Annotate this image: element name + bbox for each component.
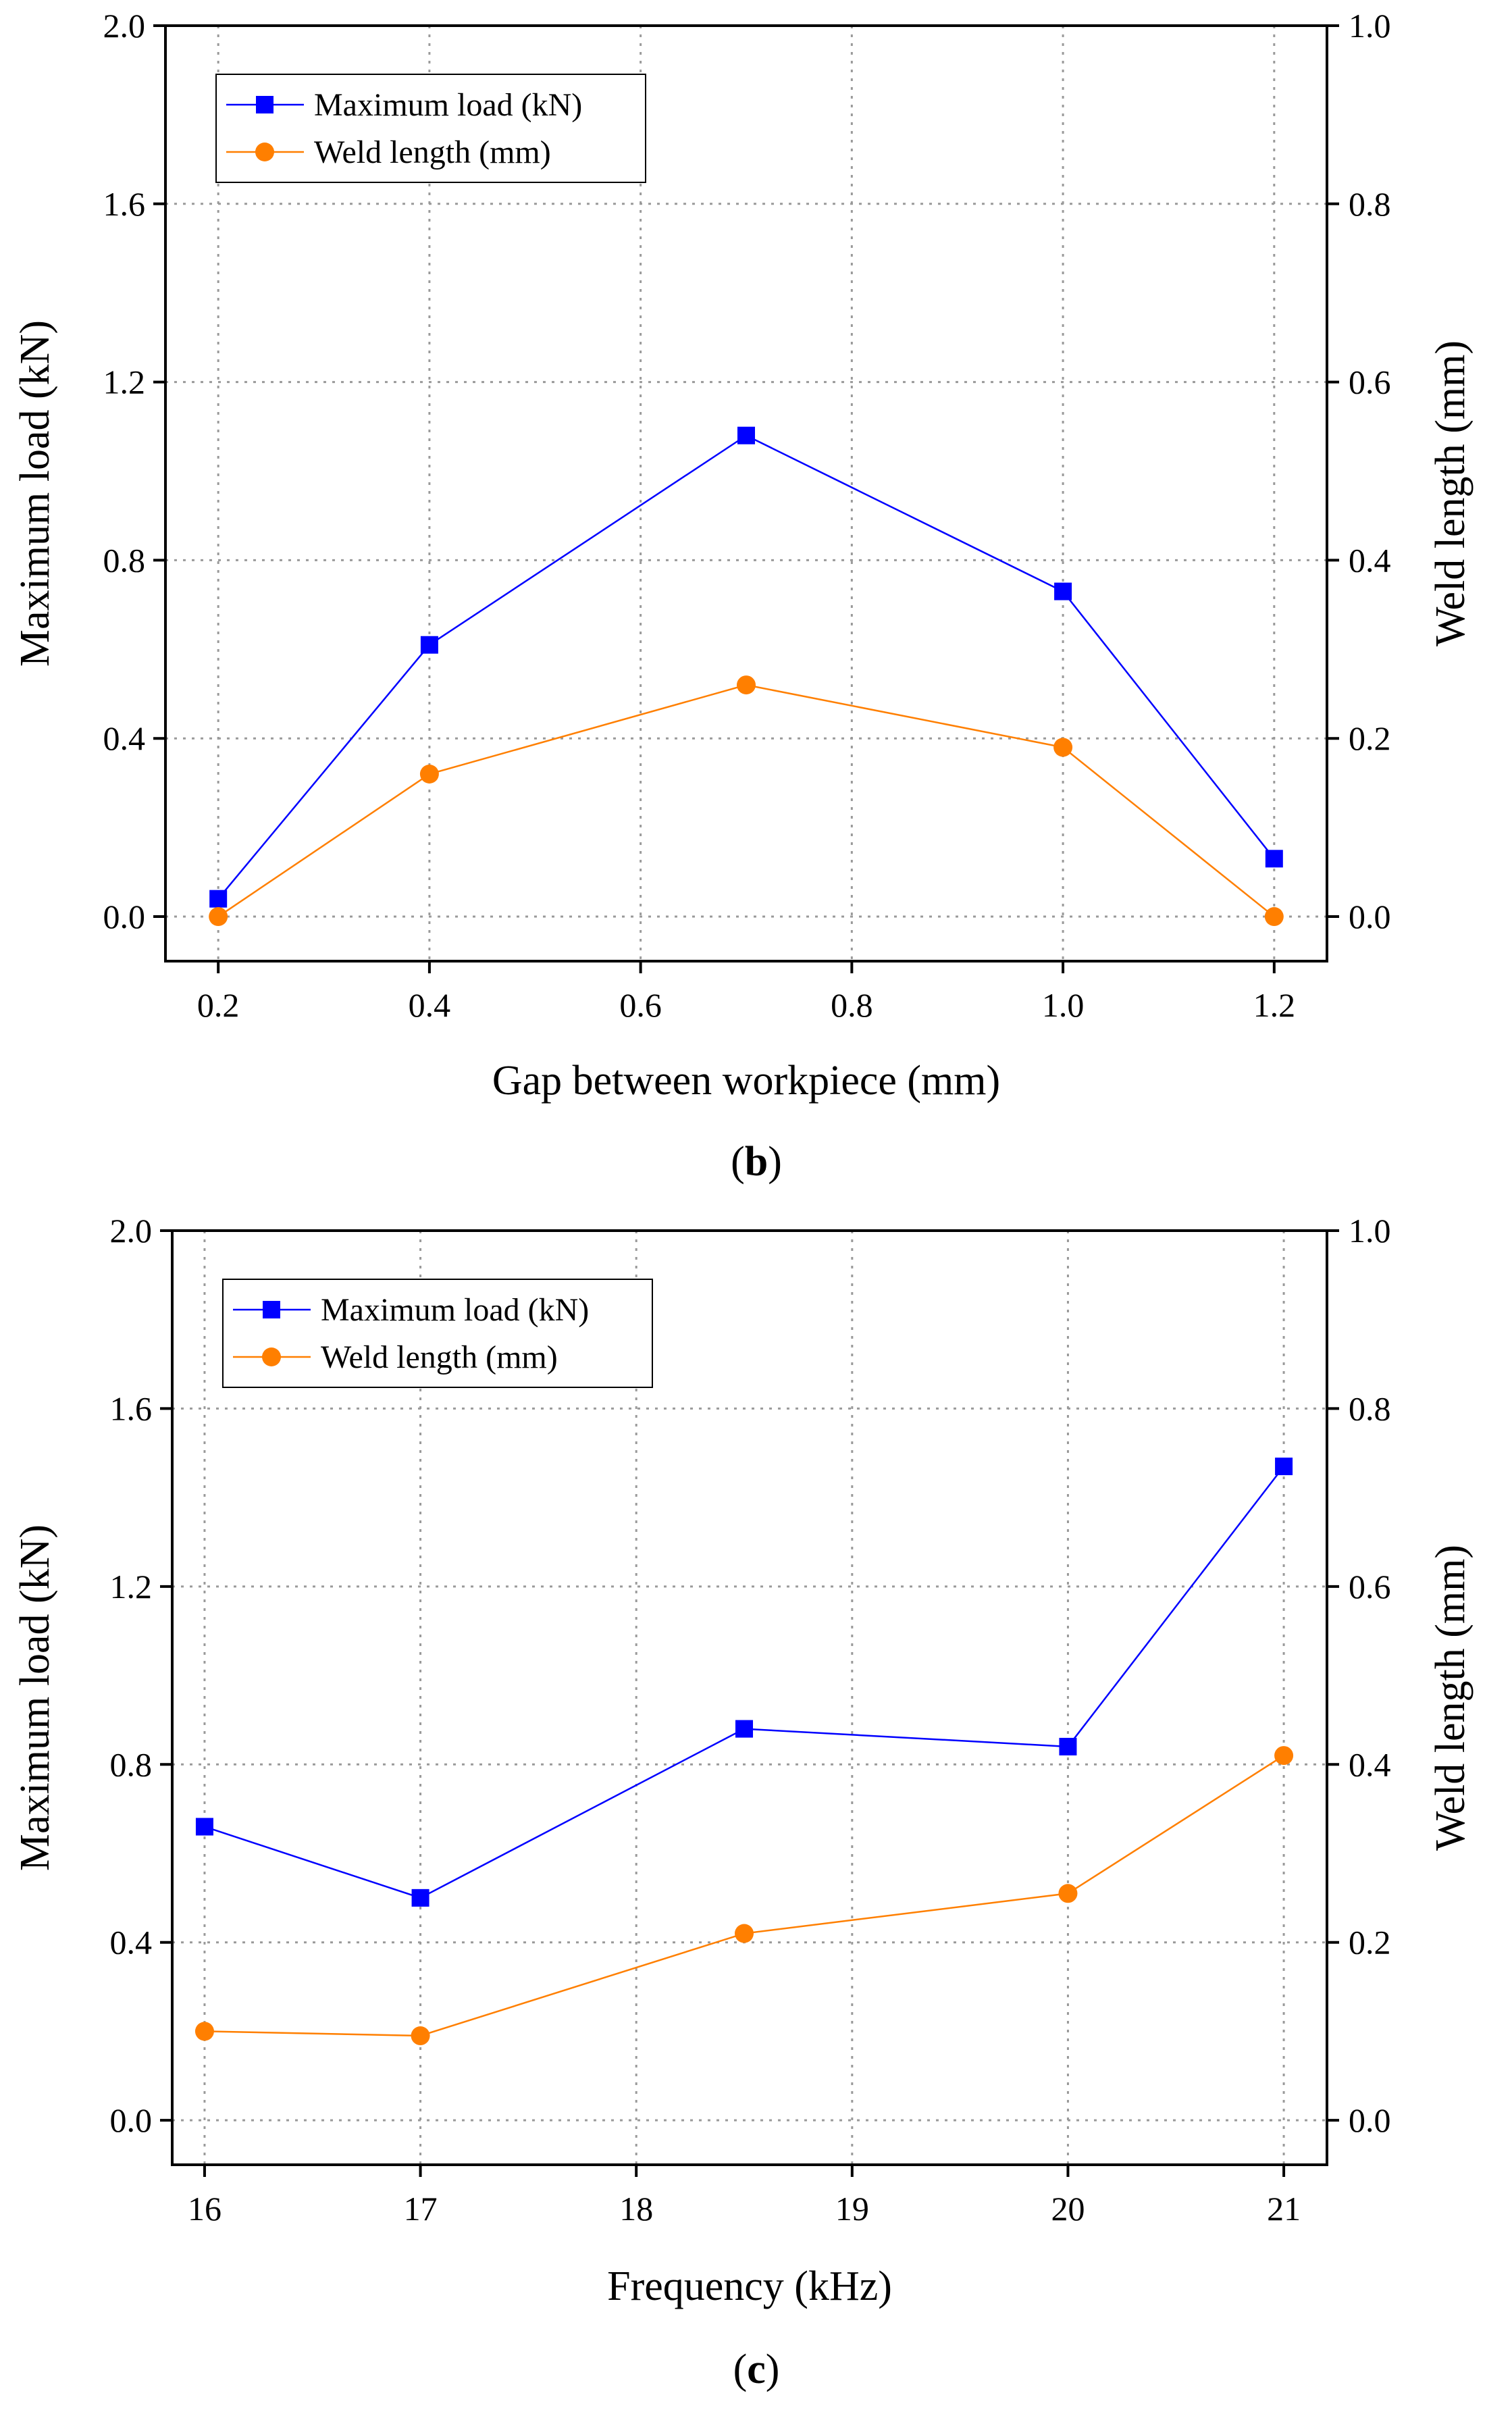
plot-frame (171, 1229, 1328, 2166)
data-point-square (1265, 850, 1283, 868)
series-line (217, 684, 1275, 918)
y-left-tick-label: 2.0 (110, 1212, 153, 1250)
panel-label: (b) (731, 1139, 782, 1185)
y-right-axis-title: Weld length (mm) (1428, 340, 1474, 646)
legend-label: Weld length (mm) (314, 134, 551, 170)
series-weld-length (209, 675, 1284, 927)
y-right-tick-label: 0.2 (1349, 719, 1391, 757)
x-tick-label: 1.0 (1042, 986, 1085, 1024)
data-point-square (420, 636, 438, 654)
legend-box (215, 74, 646, 183)
y-left-tick-label: 0.4 (110, 1924, 153, 1961)
panel-label-paren: ) (766, 2346, 780, 2392)
series-maximum-load (195, 1458, 1293, 1907)
series-weld-length (194, 1746, 1294, 2046)
panel-label-paren: ) (768, 1139, 782, 1185)
panel-label-paren: ( (733, 2346, 748, 2392)
y-left-tick-label: 0.8 (110, 1745, 153, 1783)
series-line (204, 1466, 1285, 1899)
data-point-square (1054, 582, 1072, 600)
y-left-tick-label: 2.0 (103, 7, 146, 45)
x-tick-label: 19 (835, 2190, 869, 2228)
y-right-tick-label: 0.6 (1349, 1568, 1391, 1606)
data-point-circle (194, 2022, 214, 2041)
y-right-tick-label: 0.2 (1349, 1924, 1391, 1961)
plot-frame (164, 24, 1328, 962)
data-point-square (195, 1818, 213, 1836)
y-right-axis-title: Weld length (mm) (1428, 1545, 1474, 1851)
x-tick-label: 21 (1267, 2190, 1301, 2228)
y-right-tick-label: 0.6 (1349, 363, 1391, 401)
y-left-tick-label: 0.0 (103, 898, 146, 935)
x-tick-label: 1.2 (1253, 986, 1296, 1024)
series-line (217, 434, 1275, 900)
panel-label-letter: b (745, 1139, 768, 1185)
data-point-circle (1264, 907, 1284, 927)
legend-marker-square (263, 1301, 280, 1318)
legend: Maximum load (kN) Weld length (mm) (215, 74, 646, 183)
data-point-circle (1053, 738, 1073, 757)
x-tick-label: 20 (1051, 2190, 1085, 2228)
panel-label-paren: ( (731, 1139, 745, 1185)
y-left-axis-title: Maximum load (kN) (12, 320, 58, 667)
data-point-circle (419, 765, 439, 784)
legend-marker-square (256, 96, 273, 113)
x-tick-label: 17 (404, 2190, 438, 2228)
y-right-tick-label: 0.0 (1349, 898, 1391, 935)
y-right-tick-label: 1.0 (1349, 1212, 1391, 1250)
x-tick-label: 0.8 (831, 986, 873, 1024)
x-tick-label: 16 (188, 2190, 221, 2228)
data-point-square (737, 426, 755, 444)
x-tick-label: 0.4 (409, 986, 451, 1024)
legend-label: Maximum load (kN) (321, 1292, 589, 1328)
x-tick-label: 18 (619, 2190, 653, 2228)
x-tick-label: 0.6 (619, 986, 662, 1024)
x-axis-title: Frequency (kHz) (607, 2263, 892, 2309)
y-right-tick-label: 1.0 (1349, 7, 1391, 45)
panel-label: (c) (733, 2346, 780, 2392)
legend-label: Maximum load (kN) (314, 87, 582, 123)
y-right-tick-label: 0.8 (1349, 1389, 1391, 1427)
data-point-circle (209, 907, 228, 927)
y-right-tick-label: 0.8 (1349, 185, 1391, 223)
panel-label-letter: c (747, 2346, 766, 2392)
gridlines (172, 1229, 1327, 2165)
gridlines (165, 24, 1327, 961)
y-right-tick-label: 0.4 (1349, 541, 1391, 579)
x-tick-label: 0.2 (197, 986, 240, 1024)
y-left-tick-label: 0.4 (103, 719, 146, 757)
chart-panel-b: 0.2 0.4 0.6 0.8 1.0 1.2 0.0 0.4 0.8 1.2 1.6 2.0 0.0 0… (12, 7, 1474, 1185)
y-left-tick-label: 1.6 (103, 185, 146, 223)
data-point-circle (735, 1924, 754, 1943)
chart-panel-c: 16 17 18 19 20 21 0.0 0.4 0.8 1.2 1.6 2.0 0.0 0.2 0.4 0… (12, 1212, 1474, 2392)
data-point-circle (737, 675, 756, 695)
data-point-circle (1058, 1884, 1078, 1903)
data-point-square (411, 1889, 429, 1907)
legend: Maximum load (kN) Weld length (mm) (222, 1279, 653, 1388)
data-point-circle (411, 2026, 430, 2046)
data-point-square (1059, 1737, 1077, 1755)
y-left-tick-label: 1.2 (110, 1568, 153, 1606)
data-point-square (209, 890, 228, 908)
x-axis-title: Gap between workpiece (mm) (492, 1058, 1000, 1104)
y-right-tick-label: 0.0 (1349, 2101, 1391, 2139)
legend-marker-circle (255, 143, 274, 161)
y-left-tick-label: 0.8 (103, 541, 146, 579)
y-right-tick-label: 0.4 (1349, 1745, 1391, 1783)
legend-marker-circle (262, 1347, 281, 1366)
data-point-square (735, 1720, 754, 1738)
y-left-tick-label: 0.0 (110, 2101, 153, 2139)
y-left-tick-label: 1.2 (103, 363, 146, 401)
series-maximum-load (209, 426, 1283, 908)
data-point-circle (1274, 1746, 1294, 1766)
legend-label: Weld length (mm) (321, 1339, 558, 1375)
y-left-axis-title: Maximum load (kN) (12, 1524, 58, 1871)
series-line (204, 1755, 1284, 2037)
y-left-tick-label: 1.6 (110, 1389, 153, 1427)
data-point-square (1275, 1458, 1293, 1476)
legend-box (222, 1279, 653, 1388)
